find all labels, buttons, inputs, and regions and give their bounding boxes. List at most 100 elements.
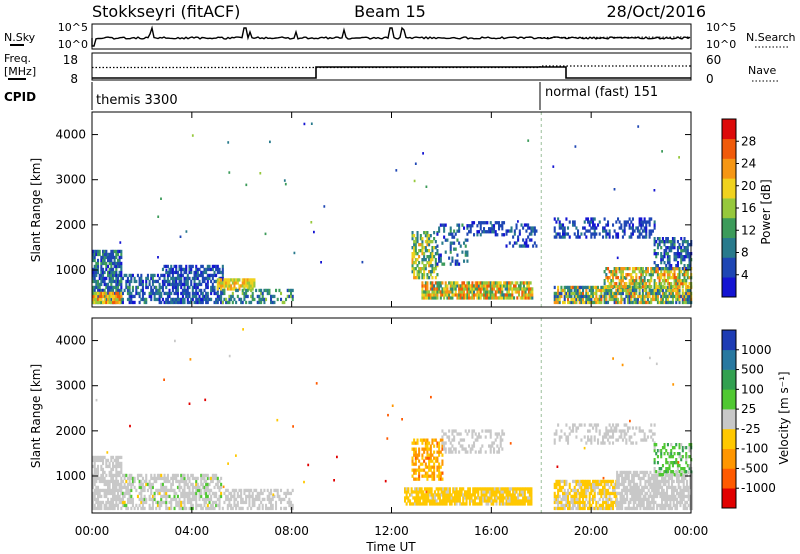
velocity-cell [188, 494, 191, 499]
velocity-cell [578, 494, 581, 499]
power-cell [451, 290, 454, 294]
velocity-cell [662, 482, 665, 487]
power-cell [117, 282, 120, 287]
power-cell [228, 294, 231, 299]
velocity-cell [682, 473, 685, 478]
power-cell [248, 300, 251, 305]
power-cell [678, 300, 681, 305]
power-cell [525, 244, 528, 248]
velocity-cell [573, 491, 576, 496]
velocity-cell [256, 506, 259, 511]
power-cell [688, 288, 691, 293]
velocity-cell [513, 490, 516, 494]
power-cell [582, 297, 585, 302]
power-colorbar-label: Power [dB] [759, 179, 773, 244]
velocity-cell [489, 444, 492, 448]
velocity-cell [617, 491, 620, 496]
power-cell [668, 282, 671, 286]
power-cell [97, 279, 100, 284]
power-cell [603, 226, 606, 230]
velocity-cell [684, 473, 687, 478]
velocity-cell [644, 485, 647, 490]
velocity-cell [460, 487, 463, 491]
power-cell [421, 296, 424, 300]
power-cell [560, 235, 563, 239]
velocity-cell [525, 487, 528, 491]
power-cell [665, 246, 668, 250]
velocity-cell [128, 497, 131, 502]
velocity-cell [498, 490, 501, 494]
power-cell [180, 300, 183, 305]
velocity-cell [523, 502, 526, 506]
power-cell [494, 290, 497, 294]
power-cell-sparse [293, 251, 296, 255]
power-cell [658, 237, 661, 241]
velocity-cell [495, 502, 498, 506]
velocity-cell [662, 476, 665, 481]
velocity-cell [508, 490, 511, 494]
power-cell [648, 229, 651, 233]
power-cell [181, 294, 184, 299]
power-cell [680, 249, 683, 253]
velocity-cell [455, 499, 458, 503]
power-cell [108, 267, 111, 272]
velocity-cell [133, 479, 136, 484]
power-cell [577, 297, 580, 302]
power-cell-sparse [165, 268, 168, 272]
power-cell [675, 255, 678, 259]
velocity-cell [283, 491, 286, 496]
power-cell [98, 288, 101, 293]
power-cell [223, 281, 226, 285]
power-cell [665, 291, 668, 296]
power-cell [488, 290, 491, 294]
velocity-cell [438, 441, 441, 445]
power-cell [587, 285, 590, 290]
power-cell [650, 229, 653, 233]
power-cell [175, 264, 178, 269]
power-cell [585, 297, 588, 302]
power-cell [535, 229, 538, 233]
power-cell [206, 273, 209, 278]
power-cell [526, 296, 529, 300]
colorbar-swatch [722, 119, 736, 140]
velocity-cell [428, 490, 431, 494]
power-cell [108, 288, 111, 293]
velocity-cell [492, 493, 495, 497]
velocity-cell [610, 429, 613, 433]
velocity-cell [112, 488, 115, 493]
power-cell [656, 297, 659, 302]
velocity-cell [115, 455, 118, 460]
power-cell [615, 291, 618, 296]
power-cell [463, 226, 466, 230]
velocity-cell [165, 500, 168, 505]
velocity-cell [610, 503, 613, 508]
velocity-cell [644, 506, 647, 511]
power-cell [676, 276, 679, 280]
power-cell [418, 273, 421, 277]
power-cell [668, 261, 671, 265]
power-cell [125, 285, 128, 290]
power-cell [521, 296, 524, 300]
velocity-cell [661, 494, 664, 499]
power-cell [113, 255, 116, 260]
velocity-cell [677, 476, 680, 481]
velocity-cell [153, 494, 156, 499]
power-cell [228, 281, 231, 285]
power-cell [621, 288, 624, 293]
velocity-cell [407, 496, 410, 500]
power-cell [653, 267, 656, 271]
power-cell [226, 281, 229, 285]
velocity-cell [418, 474, 421, 478]
velocity-cell [140, 485, 143, 490]
power-cell [115, 282, 118, 287]
velocity-cell [110, 479, 113, 484]
velocity-cell [563, 497, 566, 502]
velocity-cell [557, 488, 560, 493]
power-cell [553, 235, 556, 239]
power-cell [426, 276, 429, 280]
velocity-cell [112, 491, 115, 496]
power-cell [92, 255, 95, 260]
velocity-cell [117, 470, 120, 475]
power-cell [421, 273, 424, 277]
power-cell [478, 284, 481, 288]
